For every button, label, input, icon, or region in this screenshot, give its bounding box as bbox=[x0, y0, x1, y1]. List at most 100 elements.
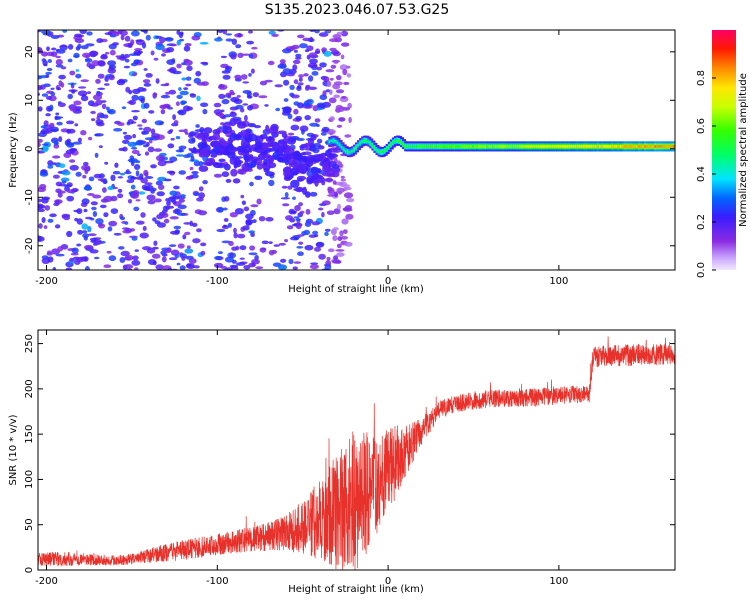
spectrogram-cell bbox=[286, 225, 294, 230]
spectrogram-cell bbox=[298, 74, 304, 78]
colorbar-gradient bbox=[712, 30, 736, 270]
spectrogram-cell bbox=[310, 262, 319, 265]
spectrogram-cell bbox=[153, 148, 162, 152]
spectrogram-cell bbox=[135, 170, 140, 177]
spectrogram-cell bbox=[75, 171, 82, 177]
spectrogram-cell bbox=[292, 165, 297, 172]
colorbar-tick-label: 0.0 bbox=[696, 262, 707, 278]
spectrogram-cell bbox=[336, 252, 345, 257]
spectrogram-cell bbox=[155, 264, 164, 270]
spectrogram-cell bbox=[179, 194, 186, 198]
spectrogram-cell bbox=[280, 258, 287, 263]
spectrogram-cell bbox=[248, 53, 254, 59]
spectrogram-cell bbox=[268, 136, 273, 141]
spectrogram-cell bbox=[144, 137, 154, 141]
spectrogram-cell bbox=[193, 192, 199, 196]
spectrogram-cell bbox=[298, 77, 303, 82]
spectrogram-cell bbox=[303, 229, 311, 236]
spectrogram-cell bbox=[268, 241, 273, 245]
spectrogram-cell bbox=[200, 142, 208, 149]
spectrogram-cell bbox=[258, 216, 266, 222]
tone-cell-core bbox=[582, 145, 587, 148]
spectrogram-cell bbox=[175, 154, 185, 157]
spectrogram-cell bbox=[265, 124, 270, 132]
spectrogram-cell bbox=[333, 255, 339, 260]
spectrogram-cell bbox=[243, 265, 251, 270]
spectrogram-cell bbox=[336, 203, 342, 210]
spectrogram-cell bbox=[236, 95, 241, 98]
spectrogram-cell bbox=[248, 262, 256, 268]
spectrogram-cell bbox=[183, 105, 191, 112]
spectrogram-cell bbox=[175, 136, 181, 140]
spectrogram-cell bbox=[172, 199, 177, 205]
spectrogram-cell bbox=[127, 42, 133, 48]
tone-cell-core bbox=[336, 141, 341, 145]
colorbar-tick-label: 0.2 bbox=[696, 214, 707, 230]
spectrogram-frame bbox=[37, 29, 676, 271]
spectrogram-cell bbox=[83, 208, 88, 213]
tone-cell-core bbox=[404, 145, 409, 148]
spectrogram-cell bbox=[314, 234, 319, 238]
spectrogram-cell bbox=[176, 212, 187, 216]
spectrogram-cell bbox=[281, 185, 288, 189]
spectrogram-cell bbox=[246, 91, 252, 97]
spectrogram-cell bbox=[231, 246, 238, 251]
spectrogram-cell bbox=[287, 185, 293, 190]
spectrogram-cell bbox=[249, 245, 256, 251]
spectrogram-cell bbox=[312, 230, 319, 235]
spectrogram-cell bbox=[253, 125, 262, 129]
spectrogram-cell bbox=[305, 218, 314, 224]
snr-marks bbox=[38, 336, 675, 570]
spectrogram-cell bbox=[308, 86, 318, 91]
snr-x-tick-label: 0 bbox=[385, 576, 391, 587]
spectrogram-cell bbox=[47, 160, 54, 166]
spectrogram-cell bbox=[326, 80, 332, 88]
spectrogram-cell bbox=[275, 107, 281, 112]
spectrogram-cell bbox=[180, 100, 186, 106]
spectrogram-cell bbox=[82, 174, 87, 179]
snr-panel: -200 -100 0 100 0 50 100 150 200 250 Height of s… bbox=[8, 329, 676, 595]
spectrogram-cell bbox=[284, 239, 288, 243]
spectrogram-cell bbox=[186, 65, 193, 72]
tone-cell-core bbox=[643, 145, 648, 148]
spectrogram-cell bbox=[234, 157, 241, 166]
tone-cell-core bbox=[549, 145, 554, 148]
spectrogram-cell bbox=[222, 207, 228, 211]
spectrogram-cell bbox=[336, 187, 345, 194]
spectrogram-cell bbox=[184, 231, 191, 236]
colorbar-tick-label: 0.8 bbox=[696, 70, 707, 86]
spectrogram-cell bbox=[144, 151, 150, 156]
tone-cell-core bbox=[598, 145, 603, 148]
spectrogram-cell bbox=[43, 63, 48, 67]
spectrogram-cell bbox=[285, 166, 290, 172]
spectrogram-cell bbox=[41, 217, 46, 223]
spectrogram-cell bbox=[282, 68, 292, 75]
spectrogram-cell bbox=[299, 125, 309, 132]
spectrogram-cell bbox=[201, 132, 210, 138]
spectrogram-cell bbox=[240, 194, 245, 199]
tone-cell-core bbox=[627, 145, 632, 148]
spectrogram-cell bbox=[341, 184, 351, 188]
spectrogram-cell bbox=[202, 180, 208, 185]
spectrogram-cell bbox=[59, 163, 66, 168]
spectrogram-cell bbox=[98, 145, 103, 149]
spectrogram-cell bbox=[203, 151, 209, 157]
spectrogram-cell bbox=[305, 159, 314, 168]
spectrogram-cell bbox=[176, 94, 183, 99]
spectrogram-cell bbox=[259, 80, 268, 86]
spectrogram-cell bbox=[163, 178, 172, 182]
spectrogram-cell bbox=[66, 182, 73, 188]
spectrogram-cell bbox=[346, 73, 352, 78]
spectrogram-cell bbox=[185, 76, 192, 81]
spectrogram-cell bbox=[179, 90, 189, 96]
spectrogram-cell bbox=[130, 228, 135, 232]
spectrogram-cell bbox=[122, 139, 130, 144]
spectrogram-cell bbox=[292, 266, 298, 270]
spectrogram-cell bbox=[245, 219, 252, 226]
spectrogram-cell bbox=[318, 253, 326, 260]
spectrogram-cell bbox=[85, 216, 93, 220]
spectrogram-cell bbox=[183, 45, 191, 52]
spectrogram-cell bbox=[87, 225, 92, 233]
spectrogram-cell bbox=[76, 256, 85, 263]
spectrogram-cell bbox=[327, 248, 335, 253]
